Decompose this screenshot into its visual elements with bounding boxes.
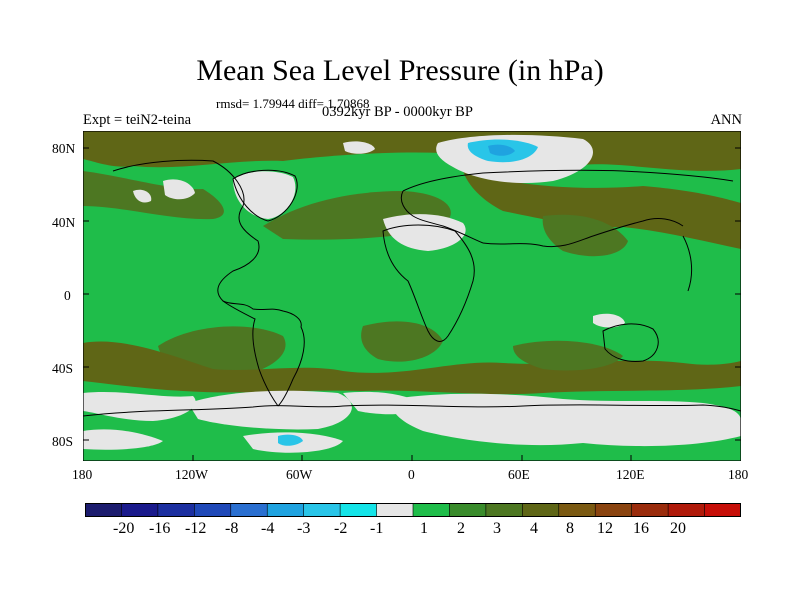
x-tick-label: 120E	[616, 467, 645, 482]
colorbar-label: 16	[633, 520, 649, 537]
arctic-near-zero-patch	[343, 141, 375, 154]
colorbar-label: -8	[225, 520, 239, 537]
eurasia-positive-band	[463, 171, 741, 249]
indian-ocean-positive	[513, 340, 623, 371]
colorbar-swatch	[667, 503, 706, 517]
colorbar-label: -1	[370, 520, 384, 537]
axis-ticks	[83, 147, 741, 461]
colorbar-swatch	[230, 503, 268, 517]
colorbar-swatch	[266, 503, 305, 517]
colorbar-swatch	[121, 503, 159, 517]
greenland-near-zero	[233, 171, 296, 219]
north-pacific-band	[83, 171, 224, 220]
colorbar	[85, 503, 741, 517]
colorbar-label: 2	[457, 520, 465, 537]
period-label: 0392kyr BP - 0000kyr BP	[322, 104, 473, 120]
colorbar-label: 20	[670, 520, 686, 537]
experiment-label: Expt = teiN2-teina	[83, 112, 192, 128]
southern-ocean-band	[83, 341, 741, 395]
season-label: ANN	[710, 112, 742, 128]
colorbar-swatch	[704, 503, 741, 517]
siberia-negative-mid	[488, 144, 515, 156]
colorbar-swatch	[449, 503, 487, 517]
y-tick-label: 80N	[52, 141, 76, 156]
colorbar-label: -12	[185, 520, 207, 537]
colorbar-label: 12	[597, 520, 613, 537]
x-tick-label: 60W	[286, 467, 313, 482]
x-tick-label: 180	[728, 467, 749, 482]
south-atlantic-positive	[361, 321, 443, 362]
colorbar-label: 4	[530, 520, 538, 537]
sahara-near-zero	[383, 214, 466, 251]
colorbar-swatch	[194, 503, 232, 517]
colorbar-label: 1	[420, 520, 428, 537]
colorbar-label: -3	[297, 520, 311, 537]
y-tick-label: 40N	[52, 215, 76, 230]
colorbar-label: -16	[149, 520, 171, 537]
canada-near-zero	[163, 179, 195, 200]
y-tick-label: 40S	[52, 361, 74, 376]
x-tick-label: 120W	[175, 467, 208, 482]
colorbar-label: -4	[261, 520, 275, 537]
colorbar-label: 3	[493, 520, 501, 537]
colorbar-swatch	[303, 503, 341, 517]
y-tick-label: 0	[64, 288, 71, 303]
colorbar-swatch	[522, 503, 560, 517]
colorbar-swatch	[485, 503, 523, 517]
australia-near-zero	[593, 313, 625, 328]
antarctic-negative-patch	[278, 434, 303, 446]
colorbar-swatch	[558, 503, 596, 517]
colorbar-swatch	[157, 503, 195, 517]
x-tick-label: 60E	[508, 467, 530, 482]
stats-label: rmsd= 1.79944 diff= 1.70868	[216, 96, 370, 111]
y-tick-label: 80S	[52, 434, 74, 449]
coastlines	[83, 159, 741, 417]
colorbar-swatch	[412, 503, 451, 517]
colorbar-label: 8	[566, 520, 574, 537]
colorbar-swatch	[85, 503, 123, 517]
alaska-near-zero	[133, 189, 152, 203]
antarctic-near-zero-pacific	[188, 390, 352, 430]
colorbar-label: -2	[334, 520, 348, 537]
colorbar-swatch	[339, 503, 378, 517]
colorbar-swatch	[631, 503, 669, 517]
colorbar-label: -20	[113, 520, 135, 537]
colorbar-swatch	[376, 503, 414, 517]
x-tick-label: 0	[408, 467, 415, 482]
x-tick-label: 180	[72, 467, 93, 482]
colorbar-swatch	[594, 503, 633, 517]
map-title: Mean Sea Level Pressure (in hPa)	[196, 54, 604, 87]
pressure-map	[83, 131, 741, 461]
antarctic-near-zero-edge	[83, 429, 163, 450]
